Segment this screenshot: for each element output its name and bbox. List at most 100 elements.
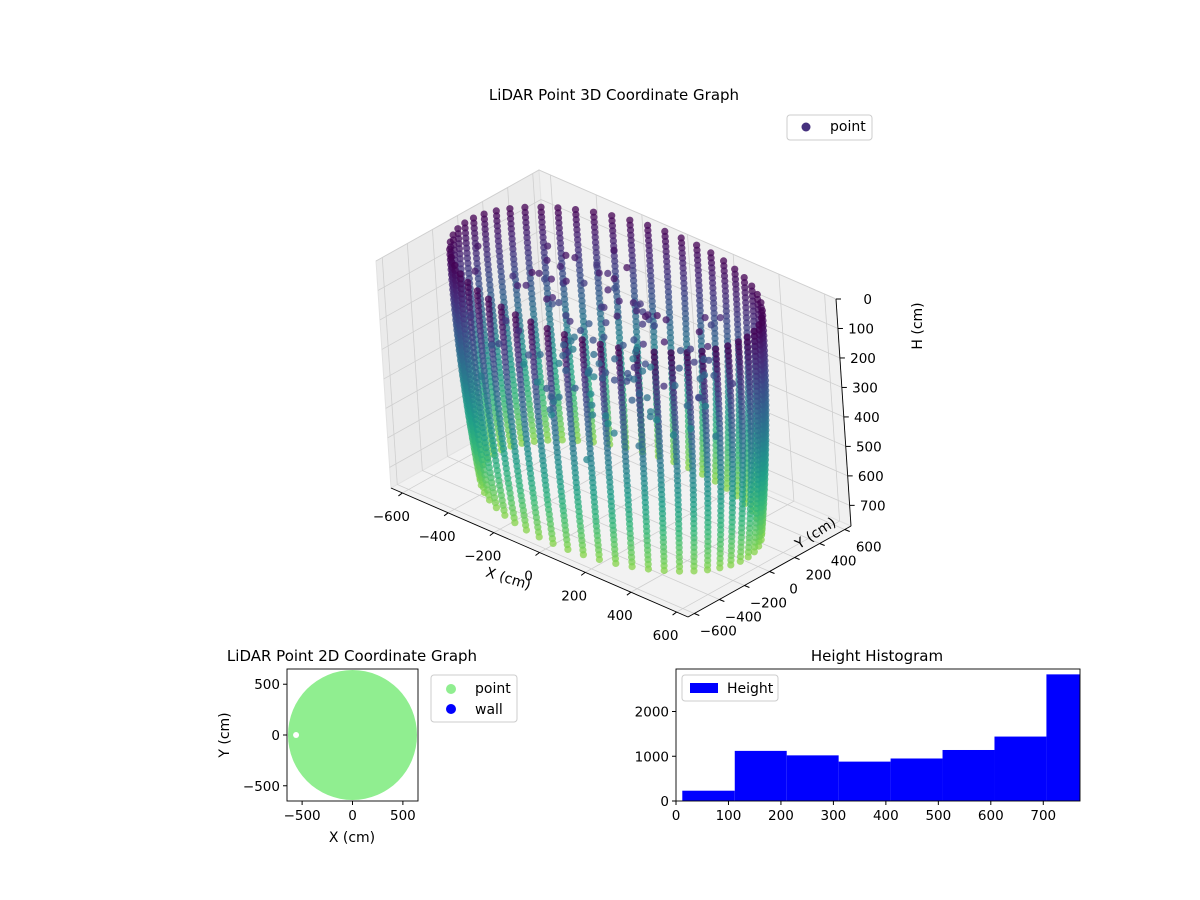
point-marker xyxy=(562,251,570,259)
point-marker xyxy=(643,394,651,402)
point-marker xyxy=(630,282,638,290)
point-marker xyxy=(587,390,595,398)
grid-h-back xyxy=(544,258,843,388)
point-marker-cloud xyxy=(288,670,417,800)
point-marker xyxy=(635,389,644,398)
point-marker xyxy=(758,307,766,315)
point-marker xyxy=(680,274,688,282)
point-marker xyxy=(729,380,737,388)
point-marker xyxy=(671,382,679,390)
point-marker xyxy=(473,287,481,295)
point-marker xyxy=(630,336,638,344)
point-marker xyxy=(723,479,731,487)
point-marker xyxy=(562,312,570,320)
point-marker xyxy=(540,410,549,418)
point-marker xyxy=(513,407,521,416)
point-marker xyxy=(560,331,569,339)
point-marker xyxy=(648,297,656,305)
point-marker xyxy=(738,407,746,416)
x-tick-label: 200 xyxy=(768,808,794,824)
y-tick xyxy=(744,585,750,588)
point-marker xyxy=(619,341,627,349)
y-tick-label: −400 xyxy=(725,610,762,626)
legend-marker-wall xyxy=(446,704,456,714)
h-tick-label: 200 xyxy=(850,351,876,367)
point-marker xyxy=(734,338,743,346)
point-marker xyxy=(528,421,536,429)
point-marker xyxy=(660,338,668,346)
point-marker xyxy=(613,312,621,320)
point-marker xyxy=(561,305,570,314)
point-marker xyxy=(595,269,603,277)
point-marker xyxy=(499,389,507,397)
point-marker xyxy=(636,300,644,308)
point-marker xyxy=(508,371,516,379)
point-marker xyxy=(576,271,584,279)
y-tick-label: 600 xyxy=(856,540,882,556)
h-axis-line xyxy=(835,298,852,527)
grid-h-back xyxy=(542,228,841,359)
point-marker xyxy=(665,308,674,316)
point-marker xyxy=(583,456,591,464)
point-marker xyxy=(471,267,479,275)
point-marker xyxy=(524,390,532,398)
point-marker xyxy=(521,203,529,211)
point-marker xyxy=(608,212,616,220)
point-marker xyxy=(629,267,637,275)
point-marker xyxy=(708,269,716,277)
point-marker xyxy=(461,229,470,237)
point-marker xyxy=(660,382,668,390)
histogram-bar xyxy=(1046,674,1080,801)
x-tick-label: 0 xyxy=(348,808,357,824)
point-marker xyxy=(495,340,503,348)
point-marker xyxy=(513,296,522,304)
point-marker xyxy=(632,328,641,336)
h-tick-label: 500 xyxy=(856,439,882,455)
point-marker xyxy=(695,328,703,336)
x-tick-label: −600 xyxy=(373,509,410,525)
point-marker xyxy=(650,328,658,336)
point-marker xyxy=(679,264,687,272)
grid-y-floor xyxy=(397,484,695,614)
scatter3d-plot: LiDAR Point 3D Coordinate Graph −600−400… xyxy=(373,86,926,644)
point-marker xyxy=(555,299,563,307)
point-marker xyxy=(697,337,705,345)
point-marker xyxy=(541,275,549,283)
plot3d-zlabel: H (cm) xyxy=(910,302,926,349)
point-marker xyxy=(666,323,674,331)
point-marker xyxy=(732,285,740,293)
histogram-bar xyxy=(994,736,1047,801)
y-tick xyxy=(694,613,700,616)
point-marker xyxy=(525,395,533,403)
point-marker xyxy=(664,278,672,286)
x-tick-label: 600 xyxy=(978,808,1004,824)
point-marker xyxy=(676,347,685,355)
point-marker xyxy=(704,342,712,351)
y-tick xyxy=(819,543,825,546)
histogram-bar xyxy=(838,761,891,801)
point-marker xyxy=(522,281,530,289)
point-marker xyxy=(590,350,598,359)
point-marker xyxy=(667,349,675,357)
point-marker xyxy=(610,429,618,437)
point-marker xyxy=(710,314,718,322)
point-marker xyxy=(723,474,731,482)
point-marker xyxy=(585,367,593,375)
point-marker xyxy=(588,401,596,409)
point-marker xyxy=(555,404,563,412)
point-marker xyxy=(630,363,638,371)
point-marker xyxy=(487,341,495,349)
point-marker xyxy=(646,413,655,421)
point-marker xyxy=(543,431,551,439)
point-marker xyxy=(567,337,575,345)
point-marker xyxy=(595,360,603,368)
point-marker xyxy=(548,300,556,308)
point-marker xyxy=(632,318,640,326)
point-marker xyxy=(611,262,619,270)
x-tick xyxy=(535,552,540,556)
plot2d-legend: point wall xyxy=(430,674,518,723)
point-marker xyxy=(498,278,506,286)
point-marker xyxy=(629,261,637,270)
legend-label-height: Height xyxy=(727,681,774,697)
